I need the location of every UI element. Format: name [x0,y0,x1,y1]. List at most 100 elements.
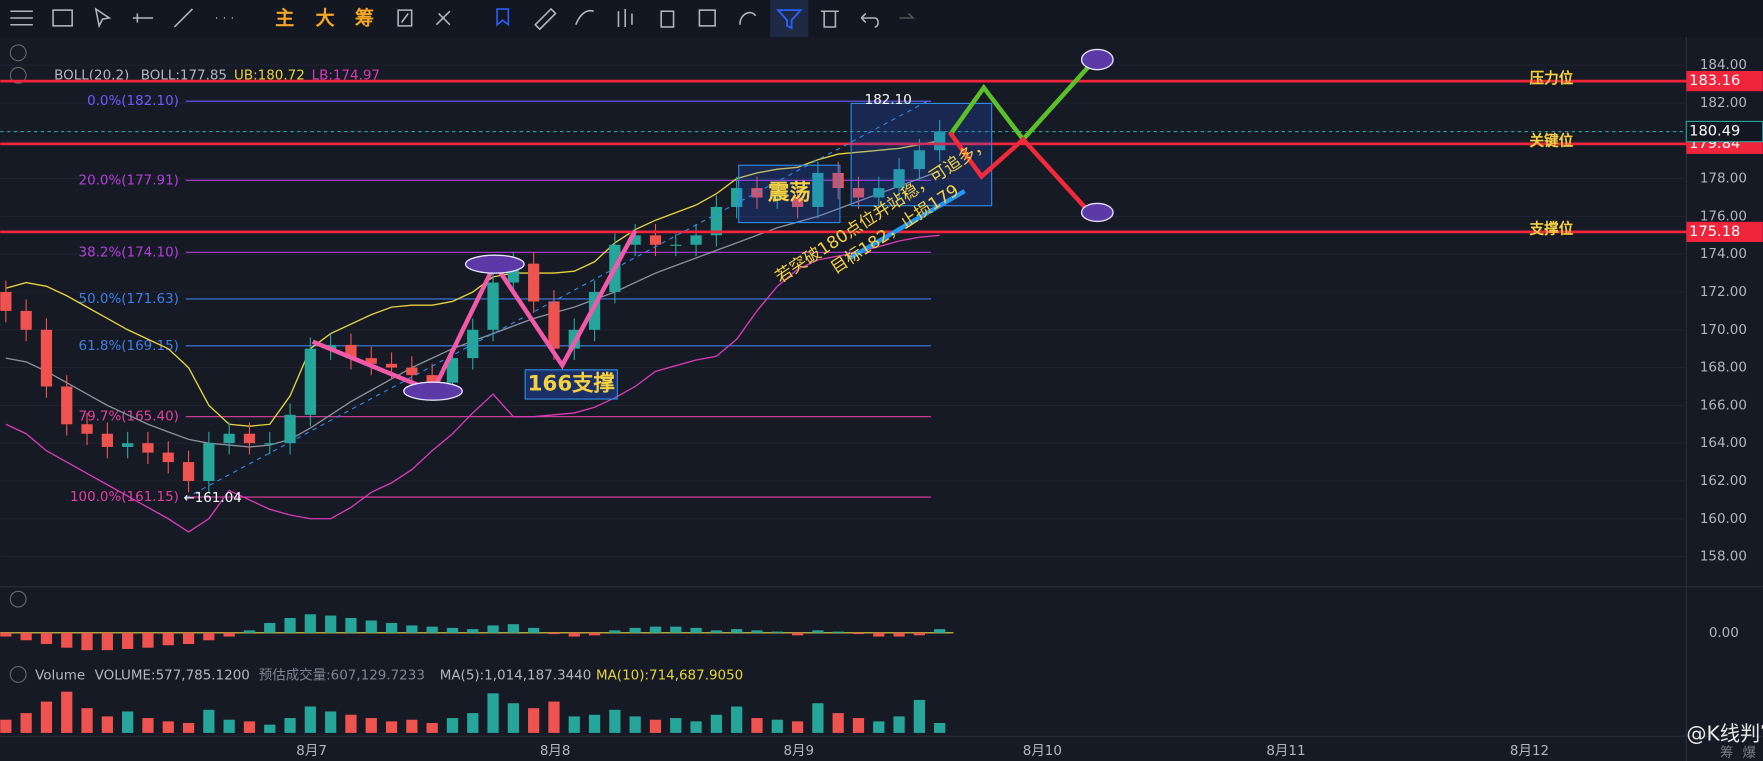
toolbar-button[interactable]: 主 [275,7,294,30]
macd-bar [913,632,926,636]
candle-body [670,244,682,246]
volume-bar [61,691,73,733]
volume-bar [284,718,296,733]
annotation: 182.10 [865,92,912,108]
active-tool[interactable] [770,0,809,38]
volume-bar [690,721,702,733]
marker [464,254,525,274]
macd-bar [588,632,601,636]
range-box [738,164,841,224]
macd-bar [365,620,377,633]
annotation: ←161.04 [183,490,241,506]
price-label: 180.49 [1689,123,1740,140]
indicator-value: LB:174.97 [312,67,380,83]
toggle[interactable] [9,44,27,62]
macd-bar [345,618,357,633]
indicator-name: BOLL(20,2) [54,67,129,83]
volume-bar [142,718,154,733]
candle-body [223,433,235,444]
price-box [1686,70,1763,92]
volume-bar [710,714,722,733]
candle-body [203,443,215,481]
volume-estimate: 预估成交量:607,129.7233 [259,667,425,684]
y-tick-label: 0.00 [1709,625,1739,641]
macd-bar [20,632,32,641]
candle-body [264,443,276,445]
corner-label: 筹 [1720,744,1733,761]
volume-bar [40,701,53,733]
fib-label: 50.0%(171.63) [79,291,179,307]
volume-bar [852,718,865,733]
annotation: 166支撑 [528,371,615,396]
macd-bar [203,632,215,641]
candle-body [791,197,804,207]
macd-bar [751,630,763,633]
toggle[interactable] [9,666,27,683]
boll-boll_upper [5,140,940,427]
volume-name: Volume [35,668,85,684]
corner-label: 爆 [1743,745,1757,761]
volume-bar [670,718,682,733]
filter-icon[interactable] [776,9,803,30]
y-tick-label: 168.00 [1700,360,1747,376]
y-tick-label: 158.00 [1700,549,1747,565]
price-box [1686,221,1763,243]
toolbar-button[interactable]: 筹 [355,7,374,30]
volume-bar [893,716,905,733]
macd-bar [162,632,174,646]
volume-bar [365,718,377,733]
candle-body [365,358,377,364]
toggle[interactable] [9,66,27,84]
toggle[interactable] [9,590,27,608]
y-tick-label: 184.00 [1700,57,1747,73]
volume-bar [934,723,946,733]
macd-bar [649,626,662,633]
price-label: 175.18 [1689,223,1740,240]
boll-boll_lower [5,234,940,533]
macd-bar [467,629,479,633]
candle-body [629,235,641,245]
volume-bar [507,703,519,733]
volume-bar [649,719,662,733]
toolbar [0,0,1763,38]
candle-body [345,344,357,359]
macd-bar [710,630,722,633]
macd-bar [771,631,783,633]
macd-bar [852,632,865,635]
volume-bar [528,708,540,733]
volume-bar [609,709,621,733]
x-tick-label: 8月7 [296,743,327,759]
volume-value: VOLUME:577,785.1200 [95,668,250,684]
marker [1080,48,1114,71]
volume-bar [791,721,804,733]
level-name: 支撑位 [1529,220,1574,238]
candle-body [406,367,418,376]
macd-bar [61,632,73,648]
y-tick-label: 174.00 [1700,246,1747,262]
annotation: 震荡 [768,179,811,205]
candle-body [832,172,844,189]
y-tick-label: 176.00 [1700,208,1747,224]
candle-body [20,310,32,330]
volume-bar [467,713,479,733]
volume-bar [588,714,601,733]
candle-body [852,188,865,198]
macd-bar [0,632,12,637]
volume-bar [832,713,844,733]
volume-bar [751,718,763,733]
candle-body [61,386,73,425]
candle-body [40,329,53,387]
candle-body [101,433,113,447]
toolbar-buttons: 主 大 筹 [275,7,374,30]
candle-body [81,424,93,434]
fib-label: 100.0%(161.15) [70,489,179,505]
x-tick-label: 8月10 [1023,743,1062,759]
volume-bar [101,716,113,733]
candle-body [893,169,905,189]
toolbar-button[interactable]: 大 [316,7,335,30]
volume-bar [426,723,438,733]
candle-body [284,414,296,444]
candle-body [913,150,926,170]
